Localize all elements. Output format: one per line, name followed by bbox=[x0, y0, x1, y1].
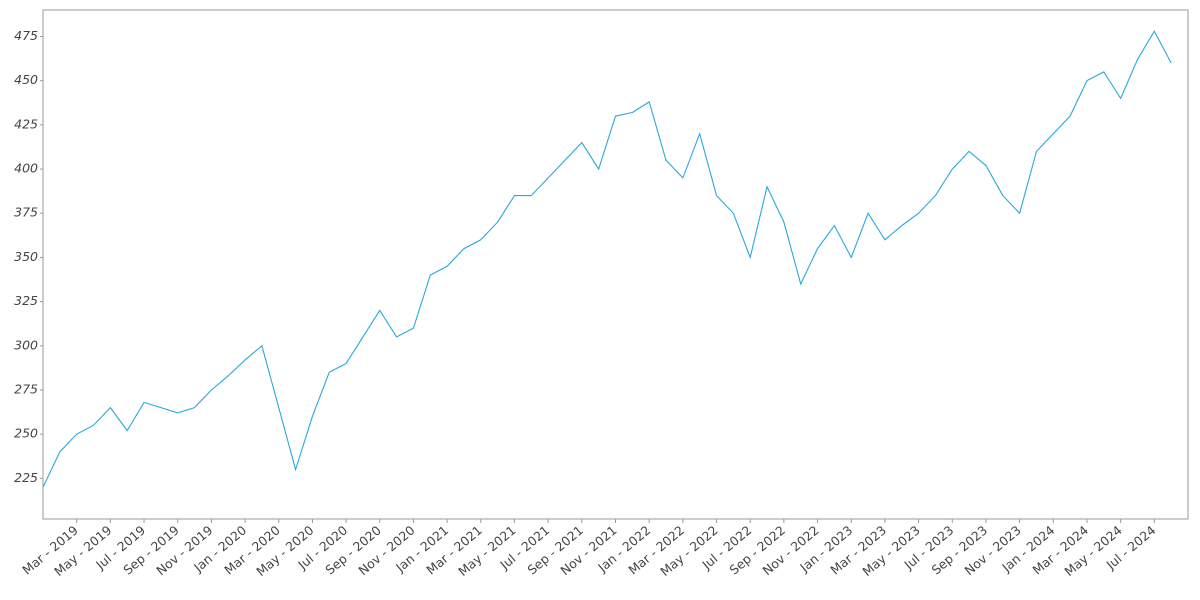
y-tick-label: 475 bbox=[14, 28, 38, 43]
y-tick-label: 325 bbox=[14, 293, 38, 308]
y-tick-label: 400 bbox=[14, 161, 38, 176]
y-tick-label: 250 bbox=[14, 426, 38, 441]
price-line bbox=[42, 30, 1172, 488]
y-tick-label: 275 bbox=[14, 381, 38, 396]
y-tick-label: 375 bbox=[14, 205, 38, 220]
y-tick-label: 225 bbox=[14, 470, 38, 485]
y-tick-label: 300 bbox=[14, 337, 38, 352]
y-tick-label: 450 bbox=[14, 72, 38, 87]
y-tick-label: 425 bbox=[14, 116, 38, 131]
y-tick-label: 350 bbox=[14, 249, 38, 264]
plot-frame bbox=[42, 9, 1189, 520]
